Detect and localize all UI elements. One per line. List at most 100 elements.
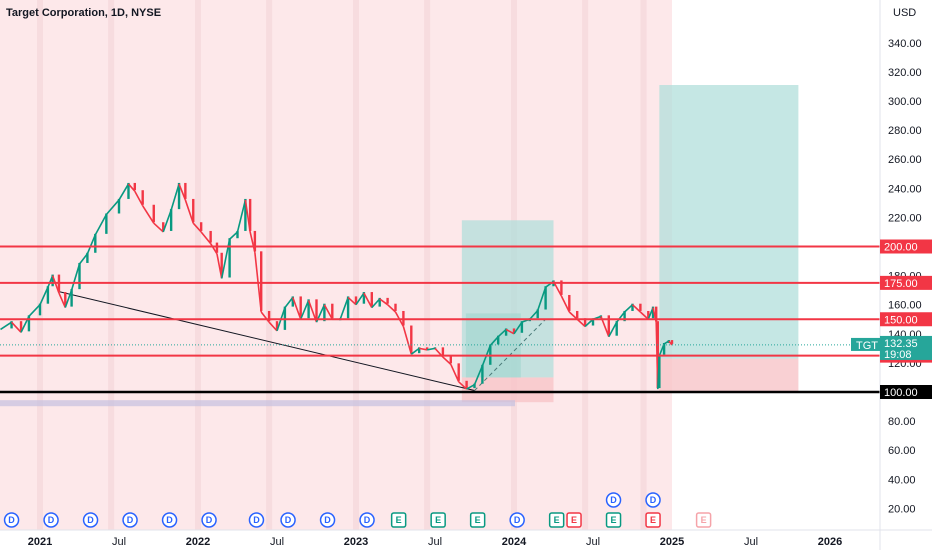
earnings-icon (695, 512, 712, 528)
candle-15 (127, 182, 130, 199)
candle-80 (631, 303, 634, 311)
price-segment-61 (473, 365, 484, 386)
dividend-icon-letter: D (285, 515, 292, 525)
price-segment-80 (624, 304, 634, 313)
session-stripe-3 (266, 0, 273, 530)
candle-53 (418, 347, 421, 354)
candle-19 (162, 222, 165, 231)
event-marker-5[interactable]: D (201, 512, 217, 528)
dividend-icon-letter: D (206, 515, 213, 525)
event-marker-19[interactable]: D (605, 492, 622, 508)
candle-61 (481, 364, 484, 384)
event-marker-8[interactable]: D (319, 512, 336, 528)
event-marker-13[interactable]: D (509, 512, 525, 528)
candle-77 (607, 315, 610, 336)
price-segment-66 (513, 321, 523, 335)
event-marker-7[interactable]: D (280, 512, 296, 528)
last-price-value: 132.35 (884, 338, 918, 350)
y-tick-300: 300.00 (888, 96, 922, 108)
price-segment-39 (299, 300, 310, 320)
candle-87 (662, 342, 666, 355)
candle-34 (267, 310, 271, 322)
event-marker-0[interactable]: D (3, 512, 20, 528)
candle-25 (209, 230, 212, 243)
earnings-icon-letter: E (475, 515, 481, 525)
earnings-icon (390, 512, 407, 528)
earnings-icon (645, 512, 661, 528)
event-marker-15[interactable]: E (566, 512, 582, 528)
price-segment-65 (505, 328, 515, 335)
dividend-icon-letter: D (253, 515, 260, 525)
candle-28 (228, 238, 231, 278)
candle-2 (19, 321, 23, 332)
price-segment-18 (142, 205, 155, 224)
event-marker-16[interactable]: E (605, 512, 622, 528)
bar-countdown: 19:08 (884, 349, 912, 361)
earnings-icon-letter: E (554, 515, 560, 525)
position-2025-profit-zone (659, 84, 799, 359)
event-marker-3[interactable]: D (122, 512, 138, 528)
candle-44 (346, 296, 350, 319)
y-tick-320: 320.00 (888, 67, 922, 79)
price-segment-30 (236, 199, 247, 233)
dividend-icon (82, 512, 99, 528)
candle-27 (220, 252, 223, 278)
event-marker-12[interactable]: E (469, 512, 486, 528)
price-segment-15 (118, 183, 130, 201)
price-segment-57 (442, 356, 452, 365)
dividend-icon-letter: D (48, 515, 55, 525)
candle-32 (253, 230, 257, 252)
event-marker-1[interactable]: D (43, 512, 59, 528)
y-tick-340: 340.00 (888, 38, 922, 50)
price-segment-63 (489, 336, 499, 346)
level-tag-200 (880, 239, 932, 254)
event-marker-17[interactable]: E (645, 512, 661, 528)
history-shade (0, 0, 672, 530)
price-segment-35 (268, 321, 278, 332)
x-tick-3: Jul (270, 536, 284, 548)
session-stripe-4 (353, 0, 359, 530)
x-tick-2: 2022 (186, 536, 210, 548)
lower-band (0, 400, 515, 407)
level-tag-175 (880, 275, 932, 290)
price-segment-78 (608, 321, 618, 338)
event-marker-20[interactable]: D (645, 492, 661, 508)
candle-68 (536, 309, 539, 319)
dividend-icon-letter: D (87, 515, 94, 525)
candle-84 (655, 306, 658, 322)
candle-74 (583, 318, 587, 326)
event-marker-11[interactable]: E (430, 512, 446, 528)
earnings-icon-letter: E (650, 515, 656, 525)
price-segment-38 (292, 297, 302, 320)
price-segment-46 (355, 292, 365, 306)
candle-64 (504, 328, 508, 336)
event-marker-14[interactable]: E (548, 512, 565, 528)
event-marker-6[interactable]: D (248, 512, 265, 528)
dividend-icon-letter: D (610, 495, 617, 505)
dividend-icon (645, 492, 661, 508)
earnings-icon-letter: E (611, 515, 617, 525)
event-marker-2[interactable]: D (82, 512, 99, 528)
earnings-icon-letter: E (701, 515, 707, 525)
candle-20 (169, 209, 173, 231)
price-segment-72 (560, 295, 571, 313)
candle-47 (370, 292, 373, 307)
candle-79 (623, 310, 626, 322)
price-segment-54 (419, 347, 428, 351)
price-segment-13 (94, 214, 108, 236)
x-tick-1: Jul (112, 536, 126, 548)
price-segment-50 (387, 304, 397, 313)
event-marker-10[interactable]: E (390, 512, 407, 528)
event-marker-18[interactable]: E (695, 512, 712, 528)
y-tick-240: 240.00 (888, 183, 922, 195)
y-tick-60: 60.00 (888, 445, 916, 457)
candle-18 (152, 204, 155, 223)
level-tag-label-150: 150.00 (884, 314, 918, 326)
candle-75 (591, 318, 595, 326)
event-marker-4[interactable]: D (161, 512, 178, 528)
event-marker-9[interactable]: D (359, 512, 375, 528)
candle-50 (394, 303, 397, 311)
candle-81 (639, 303, 642, 311)
session-stripe-0 (37, 0, 43, 530)
